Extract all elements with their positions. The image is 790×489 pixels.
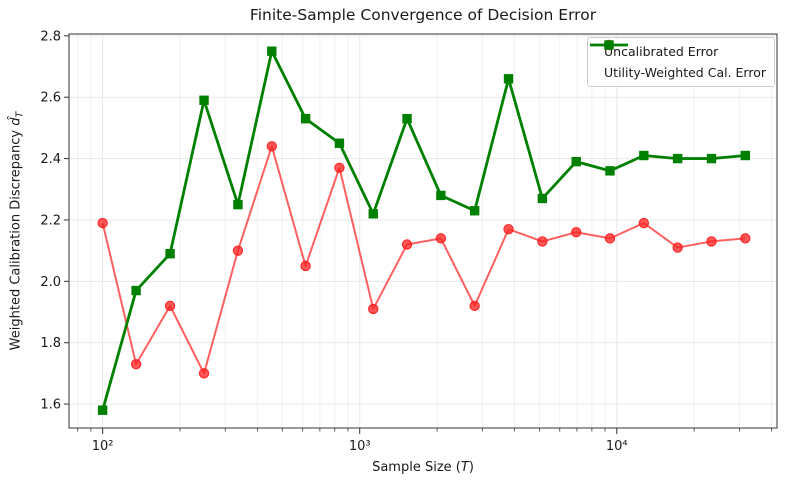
y-tick-label: 1.6: [40, 398, 61, 413]
y-tick-label: 1.8: [40, 336, 61, 351]
series-uncalibrated-error: [97, 141, 751, 379]
data-point-circle: [97, 217, 108, 229]
y-axis-label-text: Weighted Calibration Discrepancy: [8, 125, 24, 351]
x-tick-label: 10⁴: [606, 439, 628, 454]
data-point-square: [503, 74, 514, 84]
data-point-circle: [435, 233, 447, 244]
data-point-circle: [740, 233, 751, 244]
data-point-circle: [266, 141, 277, 152]
data-point-circle: [334, 162, 345, 173]
data-point-square: [165, 249, 175, 259]
data-point-square: [233, 199, 243, 210]
data-point-square: [571, 156, 581, 167]
data-point-square: [605, 166, 615, 176]
data-point-square: [672, 153, 683, 164]
data-point-square: [706, 153, 717, 164]
plot-border: [68, 33, 778, 429]
legend-label-uncalibrated: Uncalibrated Error: [604, 44, 719, 59]
data-point-circle: [164, 300, 176, 312]
data-point-square: [131, 285, 141, 296]
data-point-circle: [537, 236, 548, 247]
y-tick-label: 2.8: [40, 29, 61, 44]
chart-title: Finite-Sample Convergence of Decision Er…: [249, 6, 597, 24]
series-line-uncalibrated-error: [101, 145, 746, 375]
y-axis-label: Weighted Calibration Discrepancy d̂T: [9, 112, 26, 351]
data-point-circle: [130, 358, 142, 370]
data-point-square: [97, 405, 108, 415]
legend: Uncalibrated Error Utility-Weighted Cal.…: [587, 37, 775, 87]
y-tick-label: 2.2: [40, 213, 61, 228]
y-axis-label-symbol: d̂: [8, 117, 24, 126]
y-tick-label: 2.0: [40, 275, 61, 290]
data-point-circle: [570, 227, 582, 238]
data-point-circle: [300, 260, 311, 272]
legend-item-utility-weighted: Utility-Weighted Cal. Error: [590, 40, 766, 83]
x-axis-label-symbol: T: [460, 460, 469, 475]
data-point-circle: [232, 245, 244, 256]
data-point-circle: [604, 233, 616, 244]
data-point-square: [740, 150, 751, 161]
data-point-square: [639, 150, 649, 161]
series-utility-weighted-cal-error: [97, 46, 751, 415]
series-line-utility-weighted-cal-error: [101, 49, 746, 411]
data-point-circle: [706, 236, 717, 247]
axis-ticks: 1.6 1.8 2.0 2.2 2.4 2.6 2.8 10² 10³ 10⁴: [40, 29, 772, 454]
data-point-circle: [672, 242, 683, 253]
data-point-square: [334, 138, 345, 148]
data-point-circle: [638, 217, 650, 229]
data-point-square: [300, 113, 311, 124]
x-axis-label-text: Sample Size (: [372, 460, 461, 475]
data-point-circle: [198, 368, 210, 379]
legend-sample-square-line: [590, 40, 629, 50]
x-axis-label-suffix: ): [468, 460, 474, 475]
data-point-circle: [401, 239, 413, 250]
data-point-square: [267, 46, 277, 56]
data-point-square: [537, 193, 548, 204]
y-tick-label: 2.4: [40, 152, 61, 167]
x-axis-label: Sample Size (T): [69, 460, 777, 475]
y-axis-label-subscript: T: [14, 111, 26, 118]
data-point-circle: [368, 303, 379, 315]
data-point-square: [402, 113, 412, 124]
data-point-circle: [503, 223, 514, 235]
x-tick-label: 10²: [92, 439, 114, 454]
data-point-square: [436, 190, 446, 201]
data-point-circle: [469, 300, 480, 312]
data-point-square: [469, 206, 480, 216]
data-point-square: [199, 95, 209, 105]
y-tick-label: 2.6: [40, 91, 61, 106]
data-point-square: [368, 209, 378, 219]
x-tick-label: 10³: [349, 439, 371, 454]
legend-label-utility-weighted: Utility-Weighted Cal. Error: [604, 65, 766, 80]
